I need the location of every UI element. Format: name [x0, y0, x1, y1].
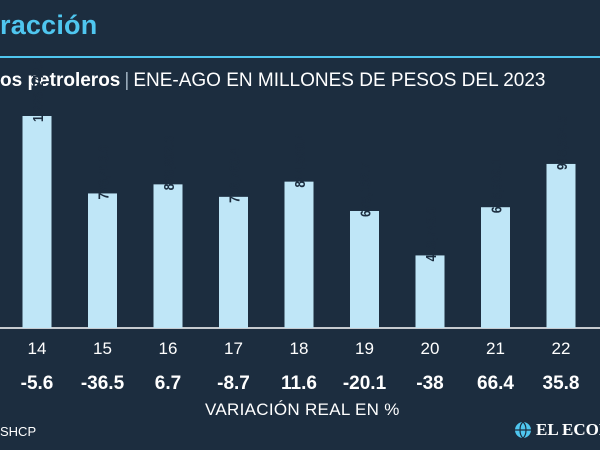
bar: [350, 210, 379, 328]
x-tick-label: 19: [355, 339, 374, 358]
source-note: SHCP: [0, 424, 37, 439]
variation-value: -8.7: [217, 373, 250, 394]
bar-value-label: 675,132.7: [357, 162, 373, 217]
bar-value-label: 1'223,242.2: [30, 57, 46, 122]
x-tick-label: 15: [93, 339, 112, 358]
x-tick-label: 14: [28, 339, 47, 358]
variation-value: 35.8: [543, 373, 580, 394]
variation-axis-title: VARIACIÓN REAL EN %: [205, 400, 400, 419]
x-tick-label: 18: [290, 339, 309, 358]
bar: [22, 116, 52, 328]
x-tick-label: 20: [421, 339, 440, 358]
bar-value-label: 696,909.1: [488, 158, 504, 213]
variation-value: -20.1: [343, 373, 387, 394]
variation-value: -38: [416, 373, 443, 394]
bar-value-label: 828,802.3: [161, 135, 177, 190]
variation-value: 11.6: [281, 373, 317, 394]
bar-value-label: 756,760.4: [226, 148, 242, 203]
x-tick-label: 21: [486, 339, 505, 358]
subtitle-units: ENE-AGO EN MILLONES DE PESOS DEL 2023: [133, 70, 546, 91]
variation-value: -36.5: [81, 373, 125, 394]
bar: [153, 184, 183, 328]
logo-text: EL ECON: [536, 420, 600, 439]
x-tick-label: 17: [224, 339, 243, 358]
bar-value-label: 946,594.5: [554, 115, 570, 170]
title-divider: [0, 56, 600, 58]
bar: [546, 163, 576, 328]
x-tick-label: 22: [552, 339, 571, 358]
bar: [219, 196, 248, 328]
bar-value-label: 776,413.0: [95, 144, 111, 199]
globe-icon: [515, 421, 531, 439]
variation-value: 6.7: [155, 373, 181, 394]
bar: [415, 255, 445, 328]
bar-value-label: 418,743.0: [423, 206, 439, 261]
x-tick-label: 16: [159, 339, 178, 358]
publisher-logo: EL ECON: [514, 420, 600, 440]
bar: [88, 193, 117, 328]
bar-value-label: 844,500.4: [292, 133, 308, 188]
variation-value: 66.4: [477, 373, 514, 394]
bar: [481, 207, 510, 328]
bar: [284, 181, 314, 328]
subtitle-bold: os petroleros: [0, 70, 121, 91]
variation-value: -5.6: [21, 373, 54, 394]
chart-subtitle: os petroleros | ENE-AGO EN MILLONES DE PES…: [0, 70, 545, 92]
chart-title: racción: [0, 10, 98, 40]
subtitle-separator: |: [124, 70, 130, 91]
